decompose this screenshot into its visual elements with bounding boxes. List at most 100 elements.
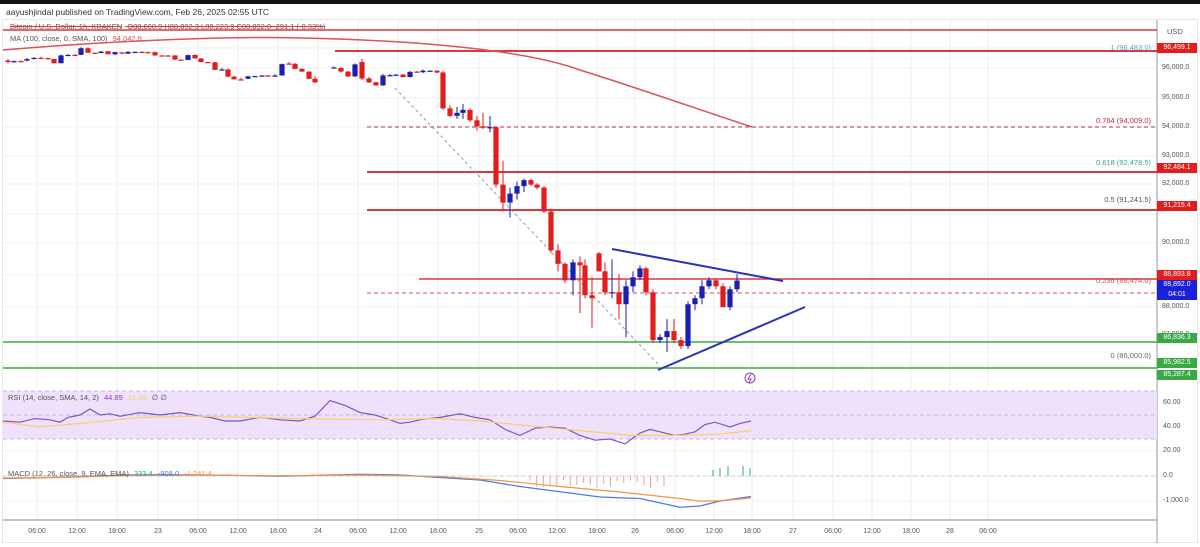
candle-bearish bbox=[105, 51, 110, 54]
price-tag: 88,892.0 bbox=[1157, 280, 1197, 290]
currency-label[interactable]: USD bbox=[1167, 27, 1183, 36]
price-tag: 92,484.1 bbox=[1157, 163, 1197, 173]
candle-bearish bbox=[178, 60, 183, 61]
fib-diagonal bbox=[395, 88, 660, 366]
triangle-lower-trendline bbox=[658, 307, 805, 370]
candle-bearish bbox=[582, 265, 587, 295]
macd-signal-value: -1,241.4 bbox=[184, 469, 212, 478]
candle-bearish bbox=[299, 69, 304, 72]
candle-bullish bbox=[245, 76, 250, 78]
candle-bullish bbox=[31, 58, 36, 59]
candle-bullish bbox=[272, 75, 277, 76]
candle-bullish bbox=[692, 298, 697, 304]
candle-bullish bbox=[98, 52, 103, 53]
time-tick: 06:00 bbox=[28, 528, 46, 535]
candle-bearish bbox=[500, 185, 505, 203]
candle-bearish bbox=[145, 52, 150, 53]
candle-bearish bbox=[447, 108, 452, 115]
macd-tick: -1,000.0 bbox=[1163, 497, 1189, 504]
ma-label: MA (100, close, 0, SMA, 100) bbox=[10, 34, 108, 43]
rsi-tick: 60.00 bbox=[1163, 399, 1181, 406]
candle-bearish bbox=[345, 72, 350, 77]
candle-bullish bbox=[514, 186, 519, 193]
candle-bearish bbox=[616, 292, 621, 304]
candle-bearish bbox=[562, 264, 567, 280]
candle-bearish bbox=[359, 62, 364, 78]
candle-bullish bbox=[393, 75, 398, 76]
time-tick: 06:00 bbox=[189, 528, 207, 535]
ma-legend: MA (100, close, 0, SMA, 100) 94,042.9 bbox=[10, 34, 145, 43]
price-chart[interactable] bbox=[0, 0, 1200, 547]
time-tick: 06:00 bbox=[979, 528, 997, 535]
time-tick: 06:00 bbox=[666, 528, 684, 535]
symbol-legend: Bitcoin / U.S. Dollar, 1h, KRAKEN O88,60… bbox=[10, 22, 328, 31]
candle-bearish bbox=[528, 180, 533, 184]
candle-bearish bbox=[493, 127, 498, 184]
candle-bearish bbox=[212, 62, 217, 69]
fib-level-label: 0.236 (88,474.0) bbox=[1096, 276, 1151, 285]
candle-bearish bbox=[338, 68, 343, 72]
candle-bullish bbox=[407, 72, 412, 77]
fib-level-label: 0.618 (92,478.5) bbox=[1096, 158, 1151, 167]
candle-bullish bbox=[252, 76, 257, 77]
rsi-legend: RSI (14, close, SMA, 14, 2) 44.89 31.88 … bbox=[8, 393, 170, 402]
rsi-label: RSI (14, close, SMA, 14, 2) bbox=[8, 393, 99, 402]
candle-bullish bbox=[657, 337, 662, 340]
price-tag: 88,893.8 bbox=[1157, 270, 1197, 280]
candle-bullish bbox=[507, 194, 512, 203]
candle-bullish bbox=[630, 277, 635, 286]
candle-bullish bbox=[58, 55, 63, 63]
time-tick: 18:00 bbox=[588, 528, 606, 535]
candle-bearish bbox=[5, 61, 10, 62]
candle-bearish bbox=[139, 52, 144, 53]
symbol-name: Bitcoin / U.S. Dollar, 1h, KRAKEN bbox=[10, 22, 122, 31]
candle-bullish bbox=[521, 180, 526, 186]
rsi-ma-value: 31.88 bbox=[128, 393, 147, 402]
candle-bullish bbox=[460, 110, 465, 113]
candle-bearish bbox=[541, 188, 546, 212]
price-tag: 91,215.4 bbox=[1157, 201, 1197, 211]
fib-level-label: 1 (96,483.0) bbox=[1111, 43, 1151, 52]
candle-bearish bbox=[548, 212, 553, 251]
price-tag: 96,499.1 bbox=[1157, 43, 1197, 53]
candle-bearish bbox=[650, 292, 655, 340]
candle-bearish bbox=[434, 71, 439, 73]
candle-bearish bbox=[18, 61, 23, 62]
time-tick: 18:00 bbox=[269, 528, 287, 535]
candle-bearish bbox=[577, 262, 582, 265]
candle-bullish bbox=[185, 55, 190, 60]
candle-bearish bbox=[205, 62, 210, 63]
time-tick: 18:00 bbox=[108, 528, 126, 535]
macd-line bbox=[3, 474, 751, 507]
candle-bullish bbox=[427, 71, 432, 72]
candle-bearish bbox=[643, 268, 648, 292]
ma-value: 94,042.9 bbox=[113, 34, 142, 43]
candle-bullish bbox=[623, 286, 628, 304]
candle-bearish bbox=[400, 75, 405, 77]
candle-bearish bbox=[85, 48, 90, 52]
price-tag: 86,836.3 bbox=[1157, 333, 1197, 343]
macd-tick: 0.0 bbox=[1163, 472, 1173, 479]
time-tick: 18:00 bbox=[429, 528, 447, 535]
candle-bearish bbox=[231, 77, 236, 80]
candle-bearish bbox=[172, 55, 177, 59]
candle-bullish bbox=[734, 281, 739, 290]
candle-bearish bbox=[671, 331, 676, 340]
price-tag: 85,982.5 bbox=[1157, 358, 1197, 368]
candle-bullish bbox=[387, 75, 392, 76]
candle-bearish bbox=[467, 110, 472, 120]
candle-bullish bbox=[279, 64, 284, 75]
price-tick: 92,000.0 bbox=[1162, 180, 1189, 187]
candle-bearish bbox=[225, 69, 230, 76]
time-tick: 26 bbox=[631, 528, 639, 535]
candle-bullish bbox=[78, 48, 83, 55]
price-tag: 85,287.4 bbox=[1157, 370, 1197, 380]
candle-bearish bbox=[292, 64, 297, 69]
candle-bearish bbox=[366, 78, 371, 82]
candle-bullish bbox=[609, 292, 614, 293]
time-tick: 23 bbox=[154, 528, 162, 535]
candle-bearish bbox=[596, 253, 601, 271]
time-tick: 12:00 bbox=[548, 528, 566, 535]
candle-bullish bbox=[727, 289, 732, 307]
fib-level-label: 0.5 (91,241.5) bbox=[1104, 195, 1151, 204]
